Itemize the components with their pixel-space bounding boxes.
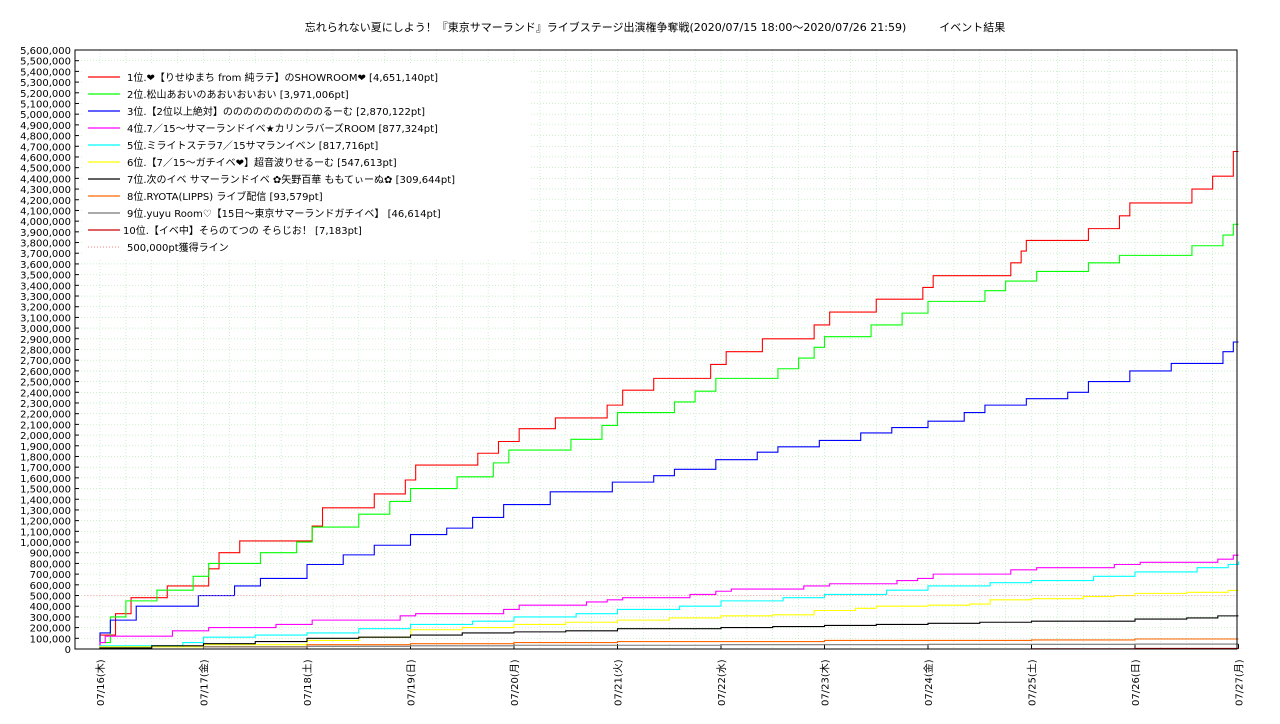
legend-entry: 9位.yuyu Room♡【15日〜東京サマーランドガチイベ】 [46,614p… [127,207,441,220]
y-tick-label: 4,600,000 [20,153,71,164]
y-tick-label: 2,600,000 [20,367,71,378]
y-tick-label: 1,100,000 [20,527,71,538]
x-tick-label: 07/23(木) [820,659,832,706]
y-tick-label: 4,500,000 [20,164,71,175]
y-tick-label: 4,200,000 [20,196,71,207]
legend-box [84,63,530,259]
y-tick-label: 4,300,000 [20,185,71,196]
legend-entry: 4位.7／15〜サマーランドイベ★カリンラバーズROOM [877,324pt] [127,122,438,135]
y-tick-label: 3,100,000 [20,313,71,324]
y-tick-label: 3,300,000 [20,292,71,303]
legend-entry: 3位.【2位以上絶対】ののののののののののるーむ [2,870,122pt] [127,105,425,118]
y-tick-label: 5,500,000 [20,57,71,68]
y-tick-label: 1,000,000 [20,538,71,549]
series-line-7 [84,615,1239,650]
series-line-3 [84,341,1239,650]
y-tick-label: 4,100,000 [20,206,71,217]
y-tick-label: 2,300,000 [20,399,71,410]
y-tick-label: 2,500,000 [20,378,71,389]
x-tick-label: 07/17(金) [198,659,211,706]
x-tick-label: 07/18(土) [301,659,314,706]
legend-entry: 8位.RYOTA(LIPPS) ライブ配信 [93,579pt] [127,190,323,203]
y-tick-label: 2,900,000 [20,335,71,346]
series [84,150,1240,650]
y-tick-label: 3,200,000 [20,303,71,314]
y-tick-label: 5,000,000 [20,110,71,121]
legend: 1位.❤【りせゆまち from 純ラテ】のSHOWROOM❤ [4,651,14… [84,63,530,259]
legend-entry: 1位.❤【りせゆまち from 純ラテ】のSHOWROOM❤ [4,651,14… [127,71,438,84]
y-tick-label: 700,000 [30,570,71,581]
y-axis: 0100,000200,000300,000400,000500,000600,… [20,46,79,656]
y-tick-label: 2,700,000 [20,356,71,367]
x-tick-label: 07/21(火) [613,659,625,706]
x-tick-label: 07/27(月) [1234,659,1246,706]
x-tick-label: 07/19(日) [407,659,418,706]
x-tick-label: 07/25(土) [1026,659,1039,706]
y-tick-label: 1,800,000 [20,452,71,463]
y-tick-label: 1,600,000 [20,474,71,485]
y-tick-label: 500,000 [30,592,71,603]
y-tick-label: 200,000 [30,624,71,635]
y-tick-label: 5,200,000 [20,89,71,100]
y-tick-label: 600,000 [30,581,71,592]
legend-entry: 2位.松山あおいのあおいおいおい [3,971,006pt] [127,88,349,101]
legend-entry: 10位.【イベ中】そらのてつの そらじお！ [7,183pt] [123,224,362,237]
y-tick-label: 1,400,000 [20,495,71,506]
y-tick-label: 1,700,000 [20,463,71,474]
y-tick-label: 3,800,000 [20,239,71,250]
y-tick-label: 3,700,000 [20,249,71,260]
y-tick-label: 0 [65,645,71,656]
y-tick-label: 2,400,000 [20,388,71,399]
x-tick-label: 07/26(日) [1131,659,1142,706]
y-tick-label: 3,500,000 [20,271,71,282]
series-line-5 [84,561,1240,650]
y-tick-label: 4,000,000 [20,217,71,228]
x-tick-label: 07/24(金) [922,659,935,706]
y-tick-label: 4,800,000 [20,132,71,143]
x-tick-label: 07/20(月) [509,659,521,706]
series-line-9 [84,643,1239,650]
legend-entry: 6位.【7／15〜ガチイベ❤】超音波りせるーむ [547,613pt] [127,156,397,169]
y-tick-label: 3,600,000 [20,260,71,271]
y-tick-label: 300,000 [30,613,71,624]
y-tick-label: 400,000 [30,602,71,613]
y-tick-label: 2,100,000 [20,420,71,431]
legend-entry: 500,000pt獲得ライン [127,241,229,254]
chart-title: 忘れられない夏にしよう！『東京サマーランド』ライブステージ出演権争奪戦(2020… [305,20,1006,34]
y-tick-label: 4,400,000 [20,174,71,185]
y-tick-label: 800,000 [30,559,71,570]
y-tick-label: 3,400,000 [20,281,71,292]
y-tick-label: 100,000 [30,634,71,645]
y-tick-label: 3,900,000 [20,228,71,239]
x-tick-label: 07/22(水) [716,659,728,706]
series-line-4 [84,554,1239,650]
y-tick-label: 1,300,000 [20,506,71,517]
y-tick-label: 900,000 [30,549,71,560]
y-tick-label: 2,800,000 [20,346,71,357]
plot-frame [74,49,1238,650]
series-line-2 [84,223,1239,650]
y-tick-label: 2,200,000 [20,410,71,421]
x-axis: 07/16(木) 07/17(金) 07/18(土) 07/19(日) 07/20(月)… [95,644,1246,706]
y-tick-label: 2,000,000 [20,431,71,442]
series-line-1 [84,150,1239,650]
y-tick-label: 3,000,000 [20,324,71,335]
legend-entry: 5位.ミライトステラ7／15サマランイベン [817,716pt] [127,139,378,152]
y-tick-label: 4,900,000 [20,121,71,132]
y-tick-label: 5,400,000 [20,67,71,78]
y-tick-label: 5,100,000 [20,99,71,110]
y-tick-label: 5,300,000 [20,78,71,89]
legend-entry: 7位.次のイベ サマーランドイベ ✿矢野百華 ももてぃーぬ✿ [309,644p… [127,173,455,186]
y-tick-label: 5,600,000 [20,46,71,57]
x-tick-label: 07/16(木) [95,659,107,706]
y-tick-label: 4,700,000 [20,142,71,153]
y-tick-label: 1,200,000 [20,517,71,528]
y-tick-label: 1,900,000 [20,442,71,453]
y-tick-label: 1,500,000 [20,485,71,496]
